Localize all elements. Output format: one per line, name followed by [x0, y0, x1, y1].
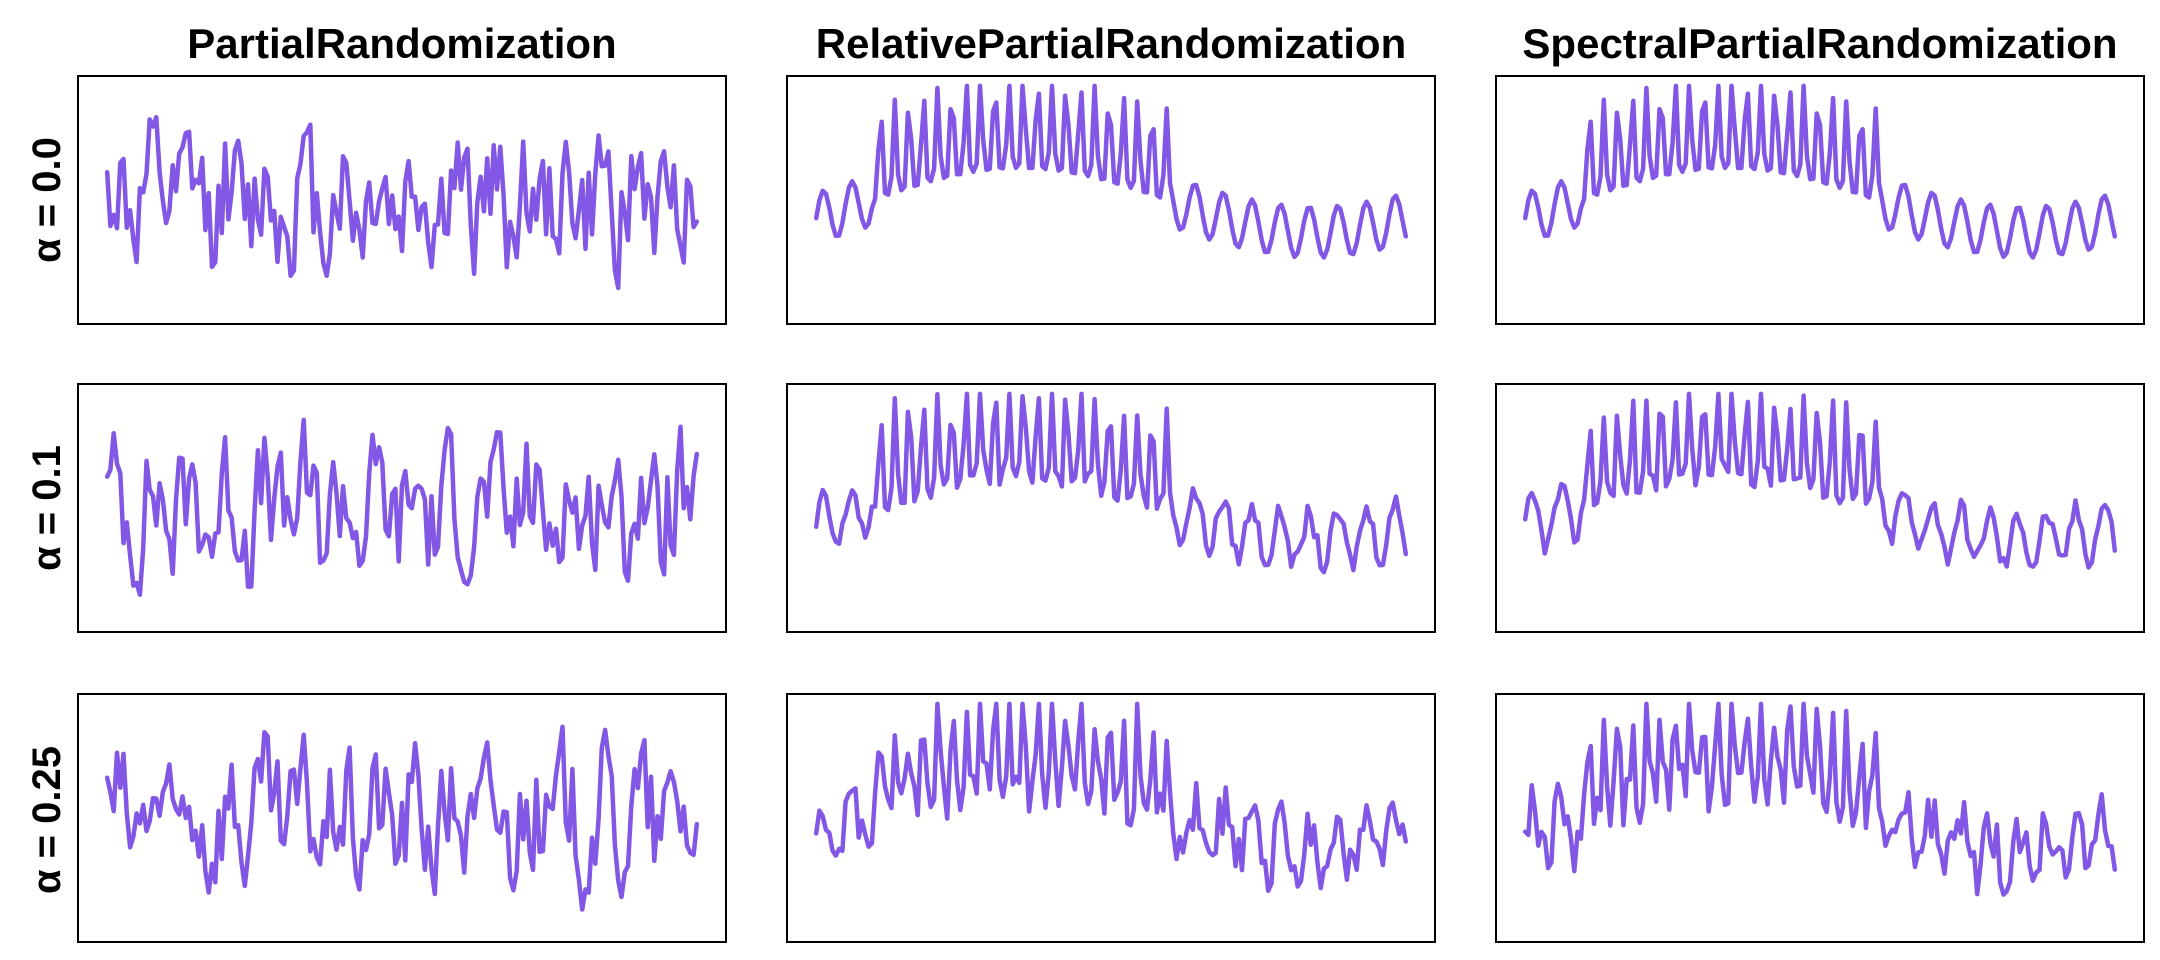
- series-line: [1522, 391, 2118, 570]
- series-line: [104, 724, 700, 912]
- series-line: [813, 83, 1409, 260]
- series-line: [813, 391, 1409, 575]
- column-title-spectral-partial-randomization: SpectralPartialRandomization: [1522, 20, 2117, 67]
- row-label-alpha-0-1: α = 0.1: [25, 445, 69, 571]
- panel-r1-c3: [1495, 75, 2145, 325]
- series-line: [1522, 701, 2118, 897]
- panel-r3-c3: [1495, 693, 2145, 943]
- panel-r2-c3: [1495, 383, 2145, 633]
- panel-frame: [1495, 75, 2145, 325]
- panel-r1-c1: [77, 75, 727, 325]
- panel-r2-c2: [786, 383, 1436, 633]
- panel-frame: [1495, 383, 2145, 633]
- panel-r3-c2: [786, 693, 1436, 943]
- panel-r2-c1: [77, 383, 727, 633]
- panel-r1-c2: [786, 75, 1436, 325]
- column-title-partial-randomization: PartialRandomization: [187, 20, 616, 67]
- series-line: [813, 701, 1409, 894]
- panel-r3-c1: [77, 693, 727, 943]
- series-line: [104, 417, 700, 597]
- series-line: [1522, 83, 2118, 260]
- column-title-relative-partial-randomization: RelativePartialRandomization: [816, 20, 1406, 67]
- panel-frame: [786, 75, 1436, 325]
- row-label-alpha-0-0: α = 0.0: [25, 137, 69, 263]
- series-line: [104, 114, 700, 291]
- row-label-alpha-0-25: α = 0.25: [25, 746, 69, 894]
